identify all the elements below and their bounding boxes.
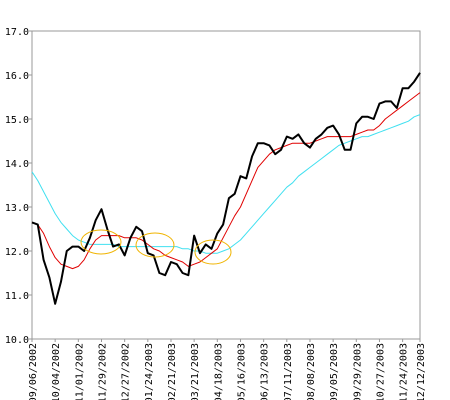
y-tick-label: 11.0 [5, 291, 29, 302]
y-tick-label: 14.0 [5, 159, 29, 170]
highlight-ellipse [135, 232, 175, 258]
x-tick-label: 02/21/2003 [167, 343, 178, 400]
x-tick-label: 04/18/2003 [213, 343, 224, 400]
x-tick-label: 06/13/2003 [260, 343, 271, 400]
series-line [31, 92, 421, 270]
y-tick-label: 12.0 [5, 247, 29, 258]
annotations [80, 229, 232, 265]
x-tick-label: 05/16/2003 [236, 343, 247, 400]
y-tick-label: 16.0 [5, 71, 29, 82]
x-tick-label: 03/21/2003 [190, 343, 201, 400]
x-tick-label: 09/29/2003 [352, 343, 363, 400]
x-tick-label: 09/05/2003 [329, 343, 340, 400]
x-tick-label: 10/04/2002 [51, 343, 62, 400]
x-tick-label: 11/01/2002 [74, 343, 85, 400]
series-line [31, 114, 421, 254]
x-tick-label: 01/24/2003 [144, 343, 155, 400]
highlight-ellipse [194, 239, 232, 265]
x-tick-label: 07/11/2003 [283, 343, 294, 400]
y-tick-label: 10.0 [5, 335, 29, 346]
x-tick-label: 11/24/2003 [399, 343, 410, 400]
series-line [31, 72, 421, 305]
x-tick-label: 12/12/2003 [416, 343, 427, 400]
plot-frame [31, 30, 421, 340]
marks [31, 72, 421, 305]
highlight-ellipse [80, 229, 122, 255]
x-tick-label: 08/08/2003 [306, 343, 317, 400]
x-tick-label: 12/27/2002 [121, 343, 132, 400]
x-tick-label: 11/29/2002 [97, 343, 108, 400]
y-tick-label: 15.0 [5, 115, 29, 126]
y-tick-label: 13.0 [5, 203, 29, 214]
x-tick-label: 09/06/2002 [28, 343, 39, 400]
y-tick-label: 17.0 [5, 27, 29, 38]
x-tick-label: 10/27/2003 [375, 343, 386, 400]
